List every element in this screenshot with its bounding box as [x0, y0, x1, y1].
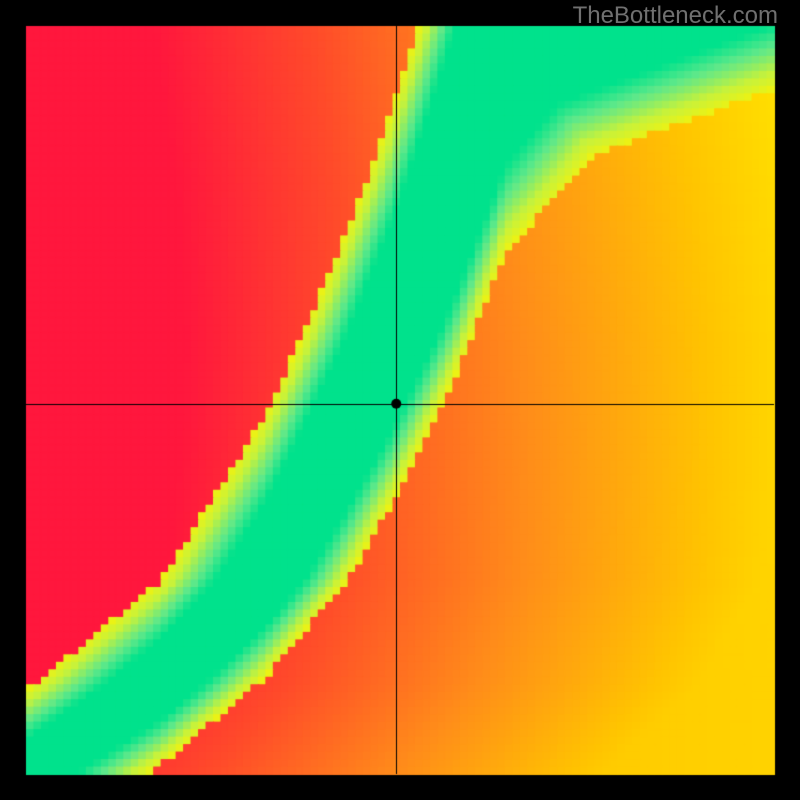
chart-container: TheBottleneck.com	[0, 0, 800, 800]
watermark-text: TheBottleneck.com	[573, 2, 778, 30]
bottleneck-heatmap	[0, 0, 800, 800]
